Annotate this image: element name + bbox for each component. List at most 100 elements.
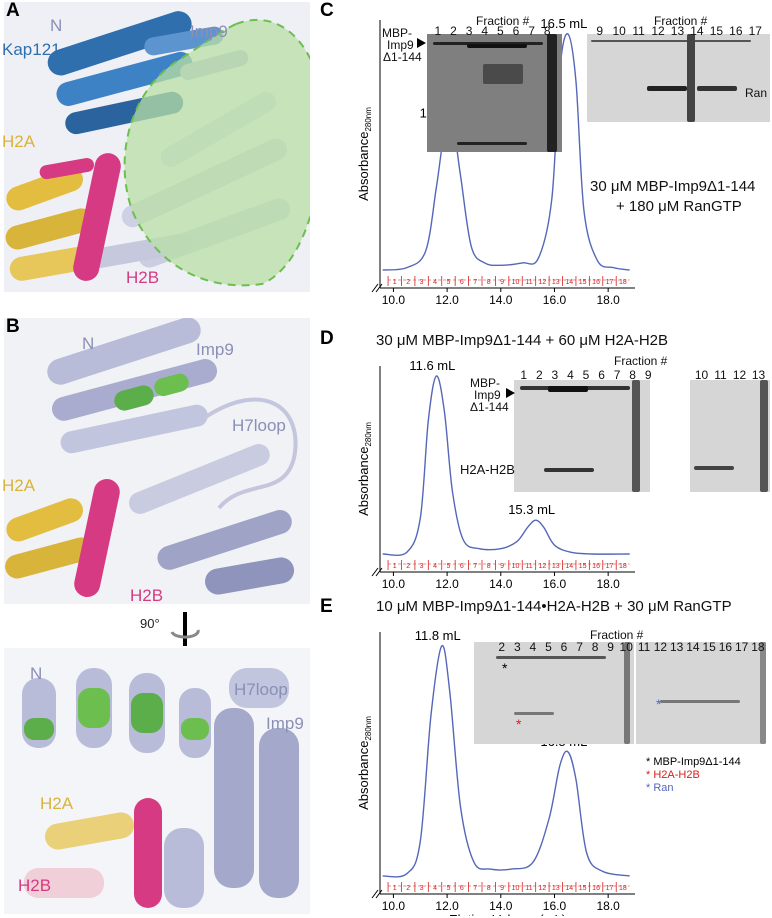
gel-lane-number: 6 (560, 640, 568, 654)
fraction-number: 10 (512, 279, 520, 286)
panel-b-n-terminus-label: N (82, 334, 95, 353)
legend-label-ran: Ran (653, 782, 674, 794)
fraction-number: 4 (433, 885, 437, 892)
fraction-number: 12 (538, 885, 546, 892)
gel-band (760, 380, 768, 492)
fraction-number: 6 (460, 279, 464, 286)
y-axis-label-subscript: 280nm (364, 422, 373, 447)
gel-c-lanes-right: 9 10 11 12 13 14 15 16 17 (590, 24, 765, 38)
gel-lane-number: 8 (543, 24, 551, 38)
gel-band (514, 712, 554, 715)
fraction-number: 10 (512, 563, 520, 570)
panel-b-label: B (6, 316, 20, 337)
fraction-number: 5 (446, 279, 450, 286)
gel-band (483, 64, 523, 84)
panel-a-h2b-label: H2B (126, 268, 160, 287)
x-axis-label: Elution Volume (mL) (449, 912, 566, 916)
x-tick-label: 12.0 (435, 577, 459, 590)
gel-d-arrow-icon (506, 388, 515, 398)
gel-e-band-marker-mbp: * (502, 660, 508, 676)
peak-label: 16.5 mL (540, 16, 587, 31)
y-axis-label-subscript: 280nm (364, 716, 373, 741)
gel-band (467, 44, 527, 48)
gel-c-mbp-label-line2: Imp9 (387, 38, 414, 52)
gel-d-mbp-label-line3: Δ1-144 (470, 400, 509, 414)
gel-band (433, 42, 543, 45)
panel-c-condition-line1: 30 μM MBP-Imp9Δ1-144 (590, 178, 756, 195)
fraction-number: 14 (565, 885, 573, 892)
panel-a-structure-art (4, 2, 310, 292)
x-tick-label: 12.0 (435, 899, 459, 913)
x-tick-label: 10.0 (382, 577, 406, 590)
gel-d-mbp-label-line2: Imp9 (474, 388, 501, 402)
fraction-number: 17 (606, 563, 614, 570)
gel-e-band-marker-ran: * (656, 696, 662, 712)
fraction-number: 5 (446, 563, 450, 570)
y-axis-label: Absorbance280nm (356, 422, 373, 516)
gel-lane-number: 2 (450, 24, 457, 38)
fraction-number: 13 (552, 563, 560, 570)
gel-lane-number: 6 (598, 368, 605, 382)
gel-lane-number: 7 (528, 24, 535, 38)
gel-band (624, 642, 630, 744)
fraction-number: 11 (525, 885, 532, 892)
gel-c-right (587, 34, 770, 122)
gel-e-lanes-right: 11 12 13 14 15 16 17 18 (636, 640, 766, 654)
gel-c-mbp-label-line3: Δ1-144 (383, 50, 422, 64)
x-tick-label: 16.0 (543, 293, 567, 306)
gel-c-mbp-label-line1: MBP- (382, 26, 412, 40)
gel-lane-number: 13 (751, 368, 766, 382)
gel-d-right (690, 380, 770, 492)
x-tick-label: 16.0 (543, 899, 567, 913)
fraction-number: 12 (538, 563, 546, 570)
x-tick-label: 10.0 (382, 293, 406, 306)
peak-label: 15.3 mL (508, 502, 555, 517)
gel-lane-number: 16 (718, 640, 733, 654)
legend-marker-ran: * (646, 782, 651, 794)
legend-label-h2a-h2b: H2A-H2B (653, 769, 700, 781)
gel-lane-number: 7 (613, 368, 621, 382)
fraction-number: 9 (500, 279, 504, 286)
gel-c-fraction-title-right: Fraction # (654, 14, 708, 28)
fraction-number: 3 (420, 563, 424, 570)
panel-b-imp9-label: Imp9 (196, 340, 234, 359)
gel-band (457, 142, 527, 145)
panel-d-title: 30 μM MBP-Imp9Δ1-144 + 60 μM H2A-H2B (376, 332, 668, 349)
gel-lane-number: 5 (496, 24, 504, 38)
gel-lane-number: 8 (591, 640, 599, 654)
x-axis-break-mark (371, 889, 383, 899)
panel-b-h7loop-label: H7loop (232, 416, 286, 435)
x-tick-label: 18.0 (596, 293, 620, 306)
rotation-arrow-icon (170, 612, 200, 646)
fraction-number: 2 (406, 279, 410, 286)
panel-b-structure-bottom-art (4, 648, 310, 914)
gel-lane-number: 4 (529, 640, 537, 654)
gel-lane-number: 6 (512, 24, 520, 38)
fraction-number: 18 (619, 279, 627, 286)
legend-h2a-h2b: * H2A-H2B (646, 769, 700, 781)
fraction-number: 7 (473, 279, 477, 286)
fraction-number: 2 (406, 563, 410, 570)
gel-c-ran-label: Ran (745, 86, 768, 100)
gel-lane-number: 18 (751, 640, 765, 654)
fraction-number: 17 (606, 885, 614, 892)
gel-lane-number: 3 (465, 24, 473, 38)
gel-band (548, 386, 588, 392)
gel-band (547, 34, 557, 152)
fraction-number: 8 (487, 885, 491, 892)
gel-lane-number: 15 (709, 24, 724, 38)
fraction-number: 2 (406, 885, 410, 892)
gel-lane-number: 14 (690, 24, 704, 38)
fraction-number: 16 (592, 885, 600, 892)
gel-band (760, 642, 766, 744)
x-axis-break-mark (371, 567, 383, 577)
legend-label-mbp: MBP-Imp9Δ1-144 (653, 756, 741, 768)
gel-band (496, 656, 606, 659)
fraction-number: 3 (420, 279, 424, 286)
gel-e-right (636, 642, 766, 744)
chromatogram-d: 10.012.014.016.018.0Elution Volume (mL)A… (356, 358, 635, 590)
panel-b-structure-top-art (4, 318, 310, 604)
gel-lane-number: 9 (644, 368, 652, 382)
legend-ran: * Ran (646, 782, 674, 794)
